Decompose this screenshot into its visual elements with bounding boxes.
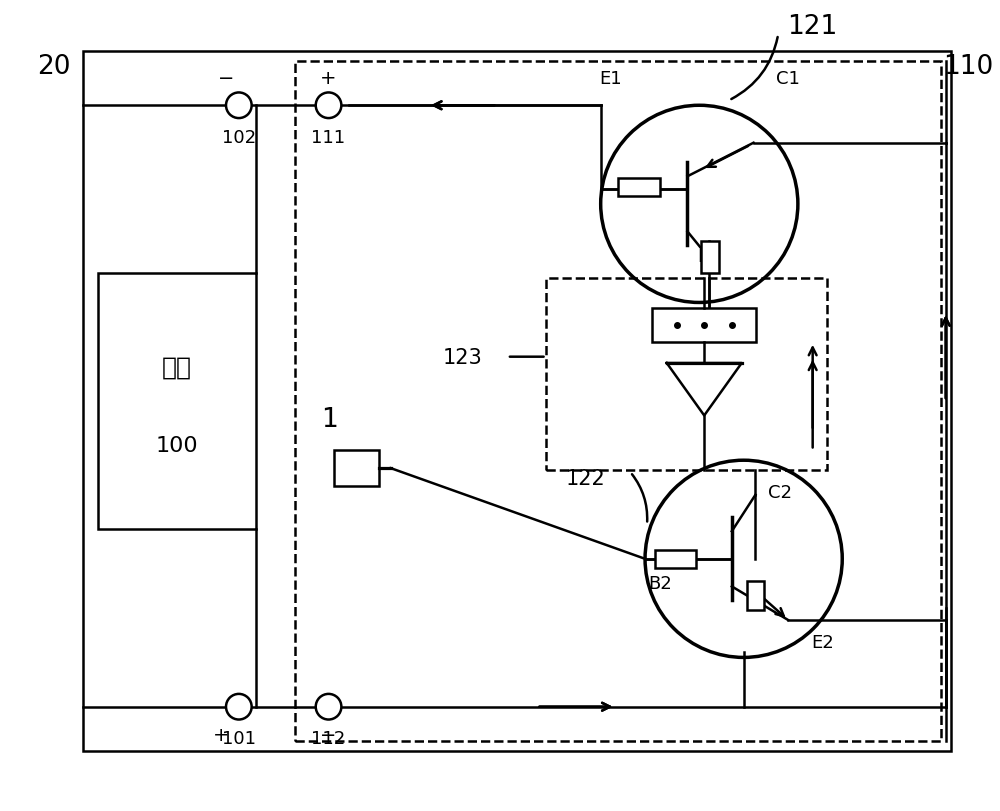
Bar bbox=[618, 179, 660, 197]
Bar bbox=[295, 62, 941, 741]
Text: E1: E1 bbox=[599, 70, 622, 88]
FancyArrowPatch shape bbox=[632, 474, 647, 522]
Bar bbox=[334, 451, 379, 487]
Text: 102: 102 bbox=[222, 129, 256, 147]
Circle shape bbox=[226, 694, 252, 719]
Bar bbox=[701, 242, 719, 273]
Text: 112: 112 bbox=[311, 729, 346, 748]
Bar bbox=[546, 278, 827, 470]
Text: B2: B2 bbox=[648, 575, 672, 593]
Circle shape bbox=[226, 93, 252, 119]
Text: 110: 110 bbox=[943, 54, 994, 79]
Text: −: − bbox=[218, 69, 234, 88]
Text: E2: E2 bbox=[811, 633, 834, 651]
Text: 111: 111 bbox=[311, 129, 346, 147]
FancyArrowPatch shape bbox=[731, 38, 778, 100]
Text: C1: C1 bbox=[776, 70, 800, 88]
Bar bbox=[98, 273, 256, 530]
Text: +: + bbox=[320, 69, 337, 88]
Circle shape bbox=[316, 694, 341, 719]
Circle shape bbox=[316, 93, 341, 119]
Text: 123: 123 bbox=[443, 347, 483, 367]
Text: +: + bbox=[213, 725, 229, 744]
Bar bbox=[747, 581, 764, 611]
Text: B1: B1 bbox=[697, 248, 721, 266]
Bar bbox=[83, 52, 951, 751]
Text: 20: 20 bbox=[37, 54, 70, 79]
Text: 121: 121 bbox=[788, 15, 838, 41]
Text: 1: 1 bbox=[321, 406, 338, 432]
Text: C2: C2 bbox=[768, 483, 792, 501]
Bar bbox=[652, 308, 756, 343]
Text: −: − bbox=[320, 725, 337, 744]
Polygon shape bbox=[667, 363, 742, 416]
Text: 101: 101 bbox=[222, 729, 256, 748]
Bar bbox=[655, 550, 696, 568]
Text: 电池: 电池 bbox=[162, 355, 192, 379]
Text: 100: 100 bbox=[155, 436, 198, 456]
Text: 122: 122 bbox=[566, 469, 606, 488]
